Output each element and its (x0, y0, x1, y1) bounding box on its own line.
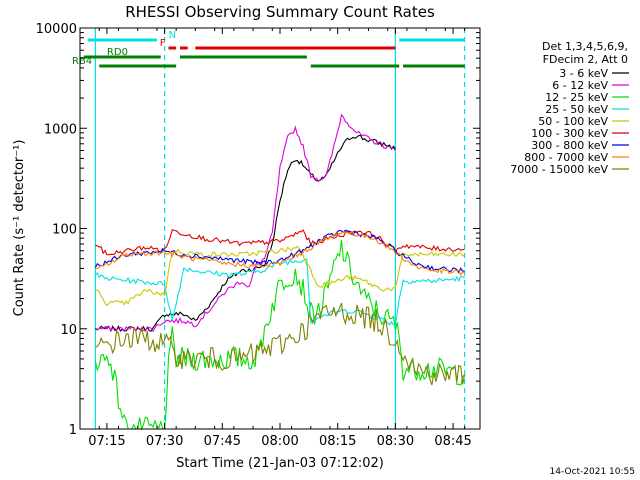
legend-label-8: 7000 - 15000 keV (510, 163, 608, 176)
x-tick-label-2: 07:45 (204, 434, 241, 449)
flag-label-f: F (160, 38, 166, 49)
y-tick-label-3: 1000 (44, 122, 77, 137)
legend: Det 1,3,4,5,6,9, FDecim 2, Att 0 3 - 6 k… (510, 40, 629, 176)
x-axis-label: Start Time (21-Jan-03 07:12:02) (176, 456, 384, 471)
legend-label-4: 50 - 100 keV (538, 115, 608, 128)
series-line-3 (94, 258, 465, 326)
y-tick-label-1: 10 (60, 323, 77, 338)
series-line-7 (95, 231, 465, 277)
legend-label-2: 12 - 25 keV (545, 91, 608, 104)
plot-area: NF RD0 RB4 (72, 28, 466, 431)
legend-header-detectors: Det 1,3,4,5,6,9, (542, 40, 628, 53)
flag-label-rb4: RB4 (72, 56, 92, 67)
legend-header-decimation: FDecim 2, Att 0 (543, 53, 628, 66)
flag-label-n: N (169, 30, 176, 41)
y-axis-label: Count Rate (s⁻¹ detector⁻¹) (12, 140, 27, 317)
legend-label-0: 3 - 6 keV (559, 67, 608, 80)
legend-label-3: 25 - 50 keV (545, 103, 608, 116)
chart-title: RHESSI Observing Summary Count Rates (125, 3, 435, 21)
series-line-4 (95, 245, 465, 307)
plot-frame (79, 27, 481, 430)
series-line-1 (95, 113, 396, 333)
x-tick-label-1: 07:30 (146, 434, 183, 449)
legend-label-5: 100 - 300 keV (531, 127, 608, 140)
flag-label-rd0: RD0 (107, 47, 128, 58)
series-line-2 (94, 240, 466, 431)
legend-label-1: 6 - 12 keV (552, 79, 608, 92)
y-tick-label-4: 10000 (36, 22, 77, 37)
generation-timestamp: 14-Oct-2021 10:55 (550, 467, 635, 477)
y-tick-label-0: 1 (69, 423, 77, 438)
axis-ticks: 07:15 07:30 07:45 08:00 08:15 08:30 08:45 1 10 10… (36, 22, 480, 449)
series-line-6 (94, 229, 465, 274)
x-tick-label-0: 07:15 (88, 434, 125, 449)
x-tick-label-6: 08:45 (434, 434, 471, 449)
series-line-5 (95, 228, 465, 256)
legend-label-6: 300 - 800 keV (531, 139, 608, 152)
x-tick-label-3: 08:00 (261, 434, 298, 449)
x-tick-label-5: 08:30 (377, 434, 414, 449)
x-tick-label-4: 08:15 (319, 434, 356, 449)
legend-label-7: 800 - 7000 keV (524, 151, 608, 164)
y-tick-label-2: 100 (52, 223, 77, 238)
series-line-8 (95, 302, 466, 386)
